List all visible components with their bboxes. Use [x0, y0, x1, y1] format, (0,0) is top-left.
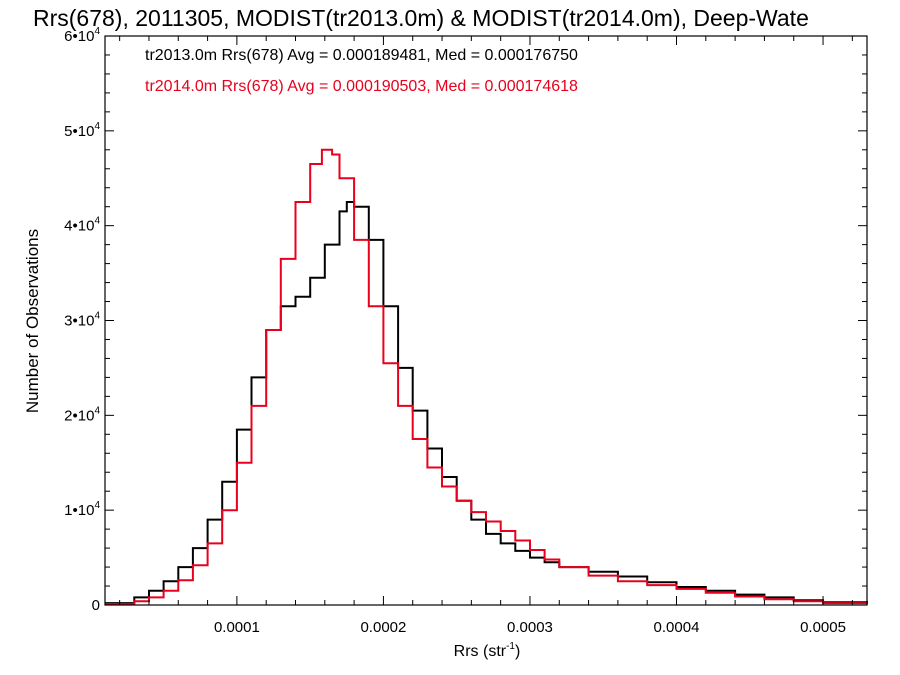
y-axis-label: Number of Observations — [23, 229, 42, 413]
x-axis-label: Rrs (str-1) — [454, 641, 521, 660]
y-tick-label-4: 4•104 — [64, 216, 100, 235]
y-tick-label-2: 2•104 — [64, 405, 100, 424]
y-tick-label-0: 0 — [92, 597, 100, 614]
legend-entry-tr2013: tr2013.0m Rrs(678) Avg = 0.000189481, Me… — [145, 47, 578, 64]
y-tick-label-3: 3•104 — [64, 311, 100, 330]
x-tick-label-4: 0.0005 — [800, 619, 846, 636]
x-axis-label-tail: ) — [515, 643, 520, 660]
x-axis-label-text: Rrs (str — [454, 643, 507, 660]
series-line-tr2013.0m — [105, 201, 868, 605]
chart-title: Rrs(678), 2011305, MODIST(tr2013.0m) & M… — [33, 5, 809, 31]
plot-area: 0.0001 0.0002 0.0003 0.0004 0.0005 0 1•104 2•10… — [64, 26, 868, 636]
y-tick-label-5: 5•104 — [64, 121, 100, 140]
x-tick-label-3: 0.0004 — [654, 619, 700, 636]
y-tick-label-1: 1•104 — [64, 500, 100, 519]
legend-entry-tr2014: tr2014.0m Rrs(678) Avg = 0.000190503, Me… — [145, 78, 578, 95]
x-tick-label-0: 0.0001 — [214, 619, 260, 636]
y-tick-label-6: 6•104 — [64, 26, 100, 45]
x-tick-label-2: 0.0003 — [507, 619, 553, 636]
series-line-tr2014.0m — [105, 148, 868, 606]
x-axis-label-superscript: -1 — [506, 641, 515, 652]
x-tick-label-1: 0.0002 — [360, 619, 406, 636]
